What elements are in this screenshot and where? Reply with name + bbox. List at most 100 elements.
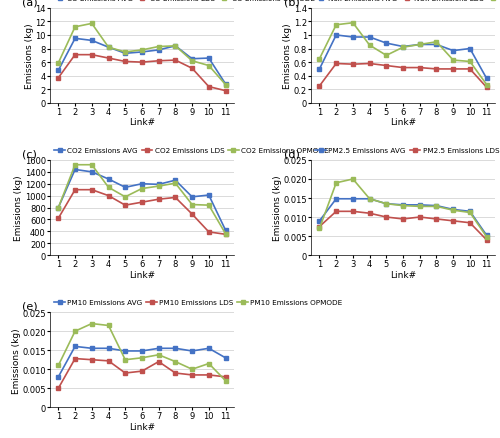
- CO Emissions OPMODE: [122, 50, 128, 56]
- PM2.5 Emissions OPMODE: [484, 235, 490, 240]
- CO2 Emissions AVG: [206, 193, 212, 198]
- PM10 Emissions LDS: [72, 356, 78, 361]
- PM10 Emissions AVG: [89, 346, 95, 351]
- PM10 Emissions LDS: [156, 359, 162, 364]
- PM10 Emissions AVG: [106, 346, 112, 351]
- Y-axis label: Emissions (kg): Emissions (kg): [284, 24, 292, 89]
- Legend: PM2.5 Emissions AVG, PM2.5 Emissions LDS, PM2.5 Emissions OPMODE: PM2.5 Emissions AVG, PM2.5 Emissions LDS…: [314, 147, 500, 155]
- CO2 Emissions LDS: [122, 203, 128, 208]
- PM2.5 Emissions LDS: [417, 215, 423, 220]
- CO2 Emissions AVG: [172, 178, 178, 184]
- Line: PM2.5 Emissions AVG: PM2.5 Emissions AVG: [317, 197, 489, 238]
- CO2 Emissions OPMODE: [222, 232, 228, 237]
- CO2 Emissions OPMODE: [72, 162, 78, 168]
- NOx Emissions DPMODE: [417, 43, 423, 48]
- Y-axis label: Emissions (kg): Emissions (kg): [12, 327, 21, 392]
- NOx Emissions DPMODE: [400, 46, 406, 51]
- PM10 Emissions AVG: [139, 349, 145, 354]
- X-axis label: Link#: Link#: [390, 270, 416, 279]
- CO Emissions AVG: [139, 50, 145, 56]
- NOx Emissions LDS: [366, 62, 372, 67]
- CO Emissions LDS: [106, 57, 112, 62]
- CO Emissions LDS: [189, 67, 195, 72]
- Legend: Nox Emissions AVG, NOx Emissions LDS, NOx Emissions DPMODE: Nox Emissions AVG, NOx Emissions LDS, NO…: [314, 0, 500, 3]
- PM2.5 Emissions LDS: [366, 211, 372, 216]
- PM2.5 Emissions OPMODE: [417, 204, 423, 209]
- CO Emissions AVG: [206, 57, 212, 62]
- PM2.5 Emissions AVG: [400, 203, 406, 208]
- Nox Emissions AVG: [434, 43, 440, 48]
- NOx Emissions DPMODE: [484, 83, 490, 88]
- Nox Emissions AVG: [417, 43, 423, 48]
- CO2 Emissions AVG: [56, 205, 62, 211]
- CO Emissions OPMODE: [206, 64, 212, 69]
- PM10 Emissions LDS: [89, 357, 95, 363]
- PM2.5 Emissions LDS: [333, 209, 339, 215]
- CO2 Emissions AVG: [72, 167, 78, 173]
- NOx Emissions DPMODE: [316, 57, 322, 62]
- PM2.5 Emissions AVG: [333, 197, 339, 202]
- PM2.5 Emissions OPMODE: [467, 210, 473, 215]
- PM10 Emissions OPMODE: [139, 355, 145, 360]
- NOx Emissions LDS: [434, 67, 440, 72]
- CO Emissions OPMODE: [56, 61, 62, 66]
- Line: PM2.5 Emissions OPMODE: PM2.5 Emissions OPMODE: [317, 177, 489, 240]
- PM10 Emissions OPMODE: [222, 378, 228, 383]
- Nox Emissions AVG: [366, 35, 372, 41]
- Y-axis label: Emissions (kg): Emissions (kg): [14, 175, 24, 241]
- NOx Emissions LDS: [350, 62, 356, 67]
- X-axis label: Link#: Link#: [129, 270, 155, 279]
- PM10 Emissions OPMODE: [206, 361, 212, 366]
- Line: Nox Emissions AVG: Nox Emissions AVG: [317, 33, 489, 81]
- PM10 Emissions OPMODE: [89, 321, 95, 326]
- CO Emissions LDS: [122, 60, 128, 65]
- CO Emissions AVG: [72, 37, 78, 42]
- Line: CO Emissions AVG: CO Emissions AVG: [56, 37, 228, 87]
- CO2 Emissions AVG: [106, 177, 112, 182]
- CO2 Emissions OPMODE: [106, 185, 112, 191]
- PM10 Emissions OPMODE: [106, 323, 112, 328]
- PM10 Emissions OPMODE: [172, 359, 178, 364]
- CO2 Emissions OPMODE: [156, 184, 162, 189]
- PM2.5 Emissions OPMODE: [316, 226, 322, 232]
- X-axis label: Link#: Link#: [129, 118, 155, 127]
- Line: NOx Emissions DPMODE: NOx Emissions DPMODE: [317, 21, 489, 88]
- Line: CO Emissions LDS: CO Emissions LDS: [56, 53, 228, 94]
- CO2 Emissions LDS: [206, 230, 212, 235]
- Legend: CO2 Emissions AVG, CO2 Emissions LDS, CO2 Emissions OPMODE: CO2 Emissions AVG, CO2 Emissions LDS, CO…: [54, 147, 330, 155]
- CO Emissions LDS: [72, 53, 78, 58]
- CO Emissions AVG: [172, 44, 178, 49]
- PM2.5 Emissions OPMODE: [384, 201, 390, 207]
- PM10 Emissions LDS: [172, 371, 178, 376]
- Nox Emissions AVG: [350, 35, 356, 41]
- CO2 Emissions AVG: [89, 170, 95, 175]
- PM10 Emissions OPMODE: [122, 357, 128, 363]
- CO2 Emissions LDS: [72, 187, 78, 193]
- CO2 Emissions LDS: [189, 212, 195, 217]
- CO2 Emissions AVG: [122, 185, 128, 191]
- CO2 Emissions OPMODE: [139, 187, 145, 192]
- PM2.5 Emissions LDS: [467, 221, 473, 226]
- Nox Emissions AVG: [316, 67, 322, 72]
- CO Emissions LDS: [156, 59, 162, 64]
- Nox Emissions AVG: [384, 41, 390, 46]
- CO2 Emissions AVG: [189, 195, 195, 200]
- Line: CO Emissions OPMODE: CO Emissions OPMODE: [56, 22, 228, 88]
- CO2 Emissions LDS: [139, 200, 145, 205]
- X-axis label: Link#: Link#: [129, 422, 155, 431]
- PM2.5 Emissions AVG: [366, 197, 372, 202]
- NOx Emissions LDS: [384, 64, 390, 69]
- PM2.5 Emissions AVG: [417, 203, 423, 208]
- Nox Emissions AVG: [450, 49, 456, 54]
- PM10 Emissions OPMODE: [156, 352, 162, 357]
- CO Emissions AVG: [56, 68, 62, 74]
- Text: (a): (a): [22, 0, 38, 7]
- PM2.5 Emissions AVG: [384, 201, 390, 207]
- NOx Emissions DPMODE: [467, 60, 473, 65]
- NOx Emissions LDS: [450, 67, 456, 72]
- PM10 Emissions LDS: [206, 372, 212, 378]
- Line: PM2.5 Emissions LDS: PM2.5 Emissions LDS: [317, 209, 489, 243]
- CO2 Emissions AVG: [222, 228, 228, 233]
- Line: NOx Emissions LDS: NOx Emissions LDS: [317, 62, 489, 91]
- CO Emissions AVG: [89, 39, 95, 44]
